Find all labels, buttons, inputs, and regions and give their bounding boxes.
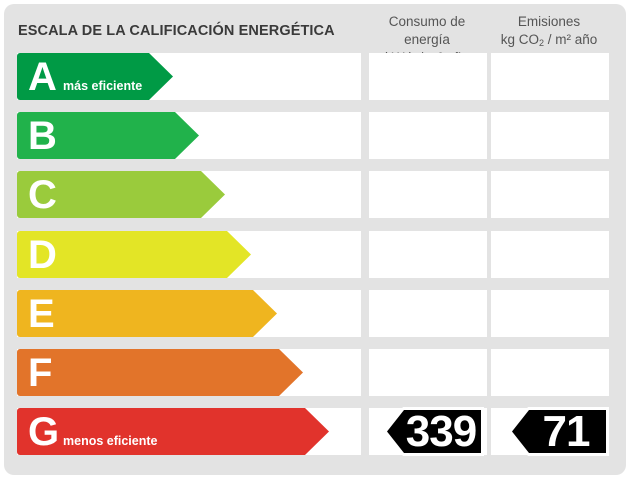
- emissions-cell-c: [491, 171, 609, 218]
- emissions-cell-e: [491, 290, 609, 337]
- rating-arrow-c: C: [17, 171, 225, 218]
- emissions-cell-f: [491, 349, 609, 396]
- rating-letter: C: [28, 173, 57, 217]
- emissions-value-badge: 71: [509, 407, 609, 456]
- rating-arrow-b: B: [17, 112, 199, 159]
- rating-letter: E: [28, 292, 55, 336]
- rating-arrow-f: F: [17, 349, 303, 396]
- rating-letter: G: [28, 410, 60, 454]
- emissions-cell-b: [491, 112, 609, 159]
- emissions-cell-d: [491, 231, 609, 278]
- rating-letter: A: [28, 55, 57, 99]
- consumption-cell-f: [369, 349, 487, 396]
- rating-arrow-d: D: [17, 231, 251, 278]
- consumption-header-line1: Consumo de energía: [388, 14, 466, 47]
- rating-label: más eficiente: [63, 79, 143, 93]
- consumption-cell-a: [369, 53, 487, 100]
- consumption-value-badge: 339: [384, 407, 484, 456]
- consumption-value: 339: [405, 407, 477, 456]
- emissions-header-line1: Emisiones: [517, 14, 581, 29]
- rating-letter: B: [28, 114, 57, 158]
- rating-arrow-e: E: [17, 290, 277, 337]
- consumption-cell-d: [369, 231, 487, 278]
- rating-letter: D: [28, 233, 57, 277]
- rating-letter: F: [28, 351, 53, 395]
- emissions-header-line2: kg CO2 / m² año: [500, 32, 598, 48]
- consumption-cell-e: [369, 290, 487, 337]
- rating-label: menos eficiente: [63, 434, 158, 448]
- consumption-cell-c: [369, 171, 487, 218]
- emissions-column-header: Emisiones kg CO2 / m² año: [486, 13, 612, 52]
- emissions-cell-a: [491, 53, 609, 100]
- scale-title: ESCALA DE LA CALIFICACIÓN ENERGÉTICA: [18, 23, 335, 39]
- consumption-cell-b: [369, 112, 487, 159]
- emissions-value: 71: [542, 407, 591, 456]
